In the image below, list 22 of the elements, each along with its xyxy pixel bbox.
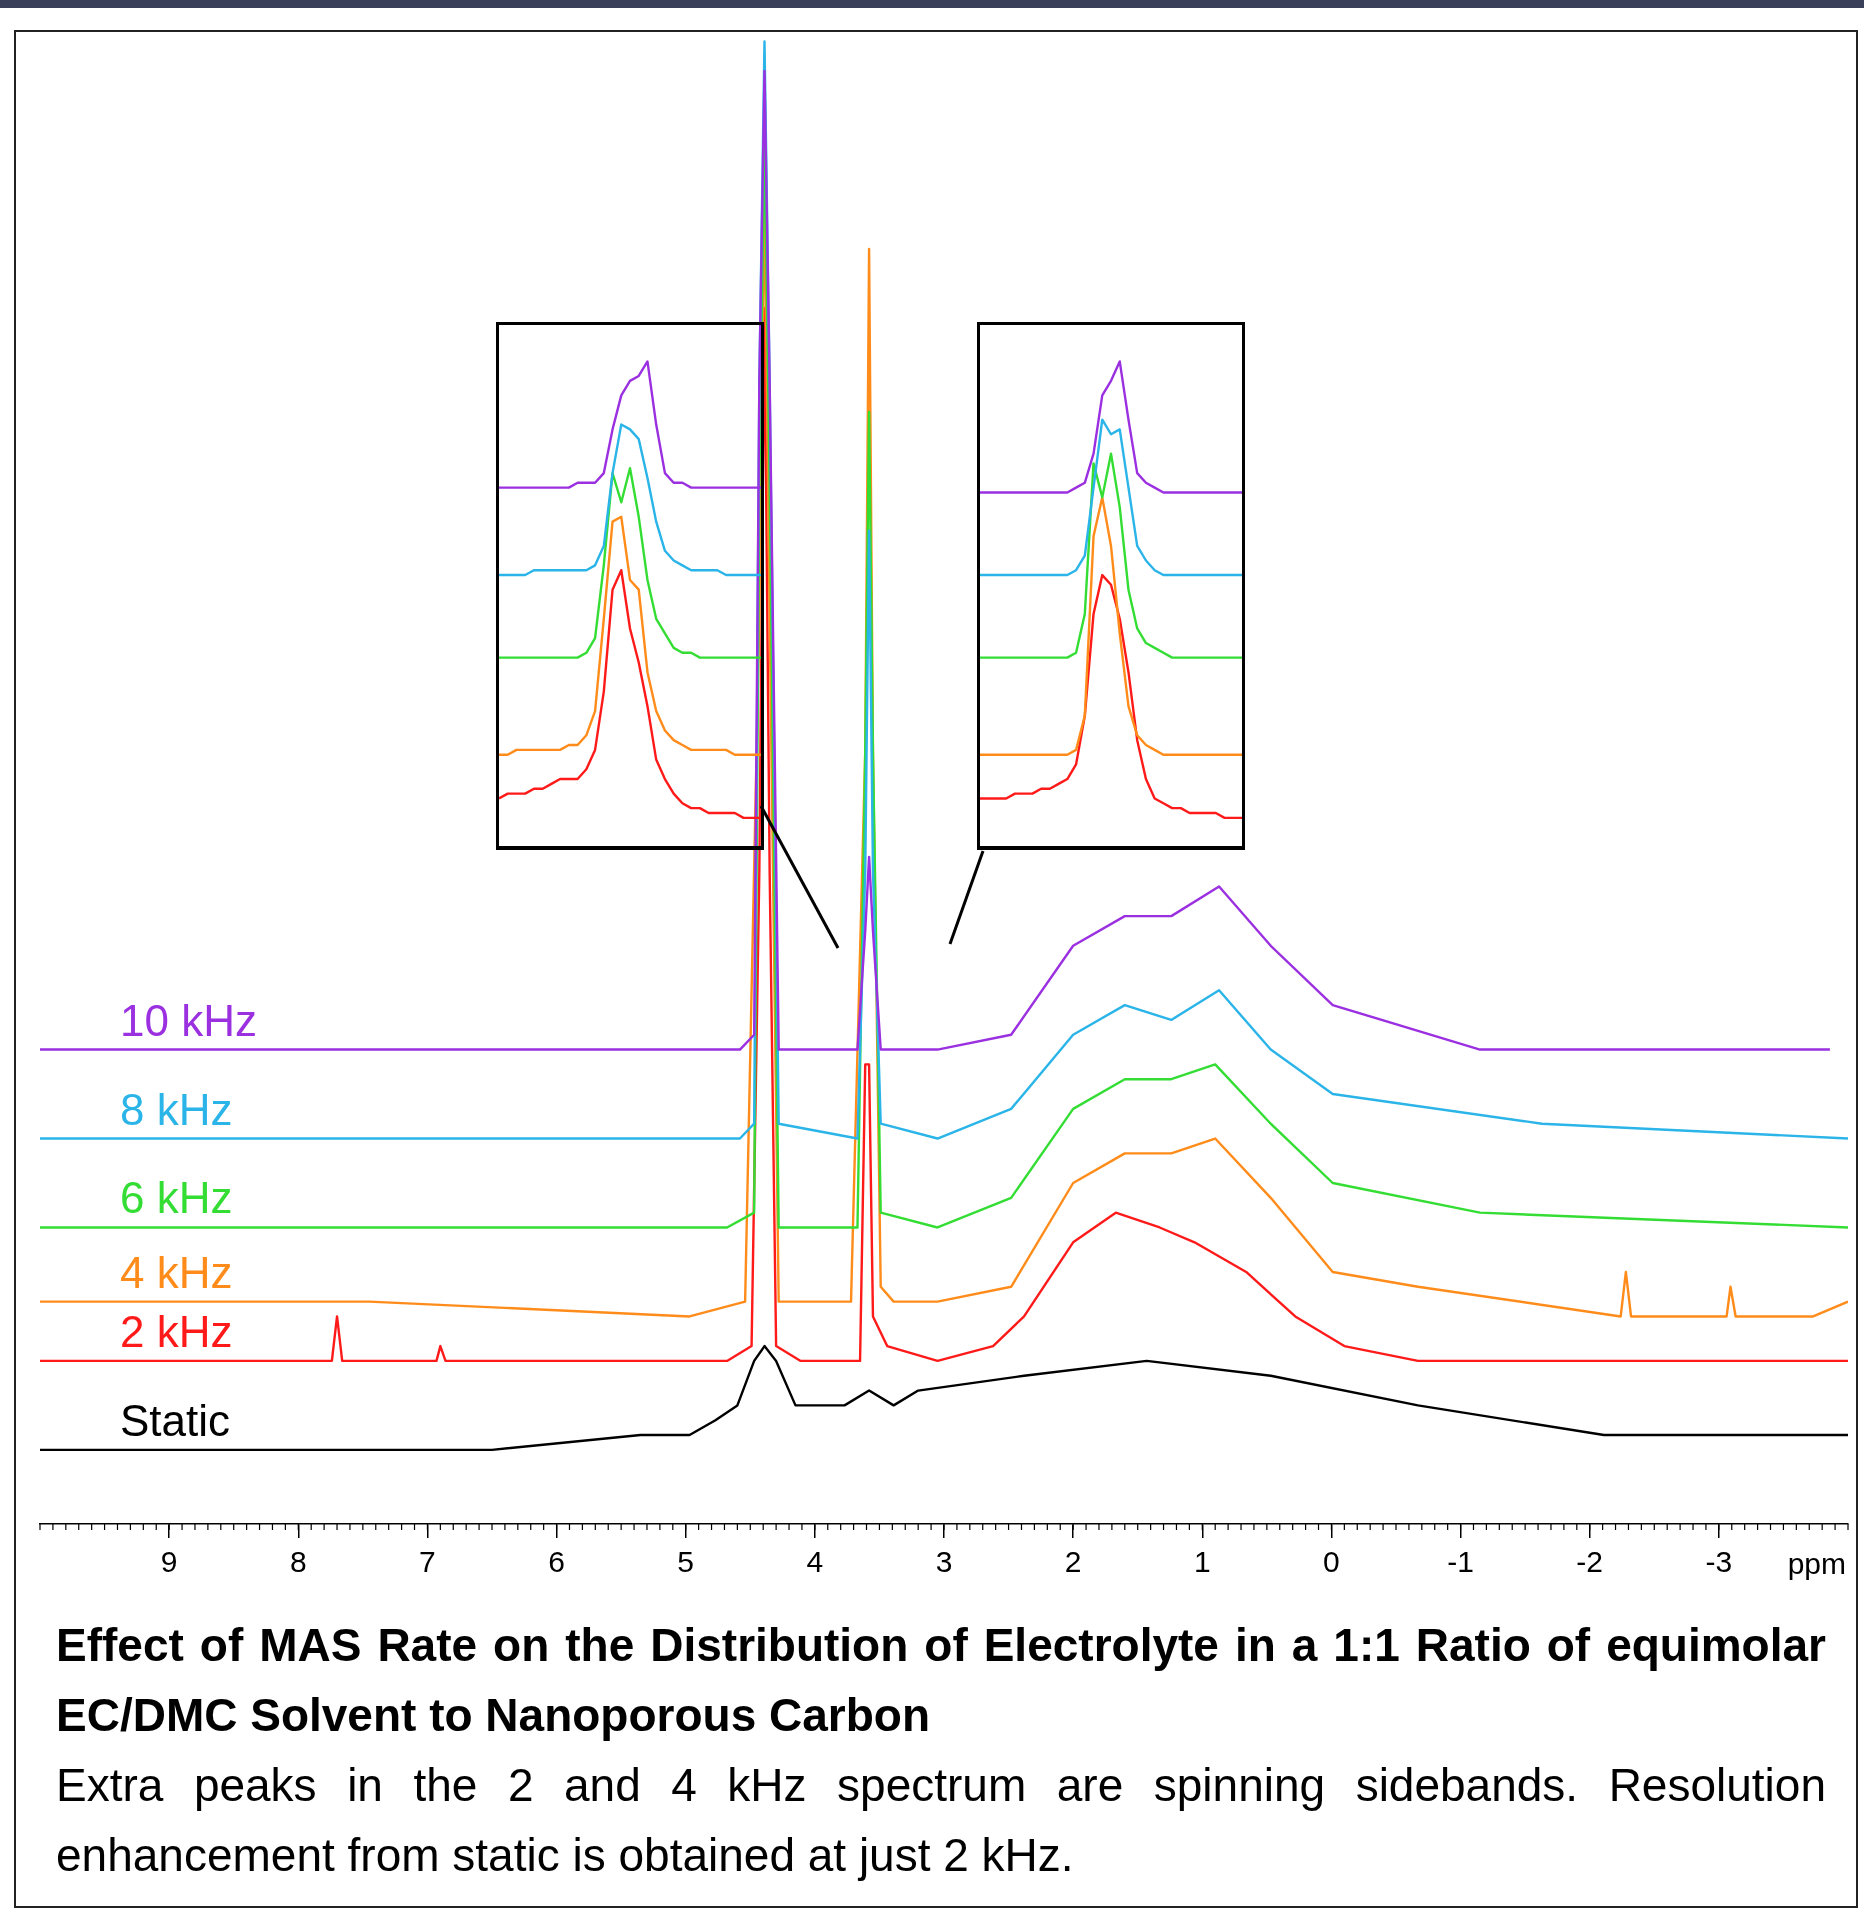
x-tick-label: 9 bbox=[160, 1545, 178, 1579]
x-tick-label: 5 bbox=[677, 1545, 695, 1579]
x-tick-label: 1 bbox=[1193, 1545, 1211, 1579]
x-tick-label: 0 bbox=[1323, 1545, 1340, 1579]
x-tick-label: -3 bbox=[1705, 1545, 1733, 1579]
x-tick-label: -2 bbox=[1576, 1545, 1604, 1579]
series-label: 10 kHz bbox=[120, 995, 257, 1045]
x-tick-label: 3 bbox=[935, 1545, 953, 1579]
series-label: 4 kHz bbox=[120, 1247, 233, 1297]
x-tick-label: 4 bbox=[806, 1545, 824, 1579]
x-tick-label: 8 bbox=[289, 1545, 307, 1579]
text: Effect of MAS Rate on the Distribution of Electrolyte in a 1:1 Ratio of equimolar EC/DMC Solvent to Nanoporous Carbon bbox=[56, 1618, 1826, 1743]
series-label: 2 kHz bbox=[120, 1306, 233, 1356]
x-axis-title: ppm bbox=[1787, 1547, 1846, 1581]
series-label: Static bbox=[120, 1395, 231, 1445]
series-label: 6 kHz bbox=[120, 1173, 233, 1223]
x-tick-label: 6 bbox=[548, 1545, 565, 1579]
text: Extra peaks in the 2 and 4 kHz spectrum are spinning sidebands. Resolution enhancement from static is obtained at just 2 kHz. bbox=[56, 1758, 1826, 1883]
x-tick-label: 7 bbox=[419, 1545, 436, 1579]
series-label: 8 kHz bbox=[120, 1084, 233, 1134]
x-tick-label: -1 bbox=[1447, 1545, 1474, 1579]
x-tick-label: 2 bbox=[1064, 1545, 1082, 1579]
